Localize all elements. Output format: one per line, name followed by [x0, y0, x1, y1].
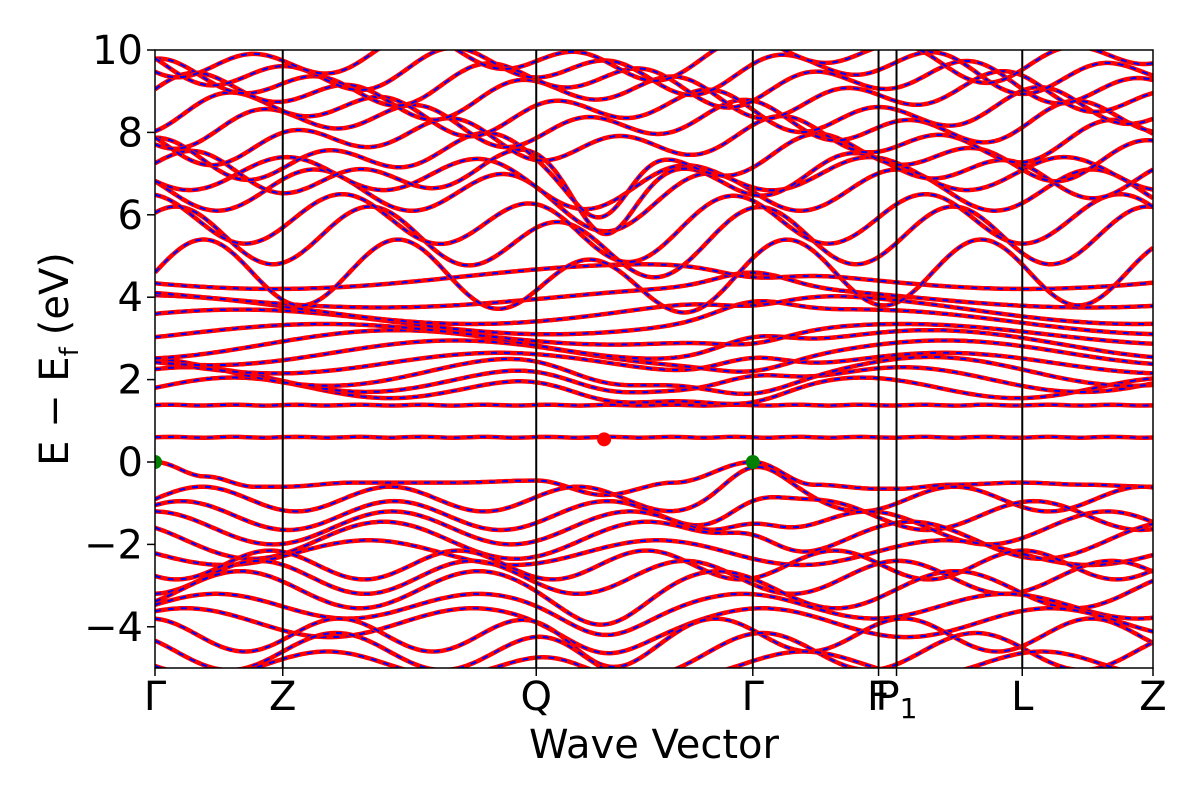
y-tick-label: −2 [84, 522, 143, 568]
y-tick-label: −4 [84, 605, 143, 651]
band-line-dft [155, 338, 1153, 374]
band-line-wannier [155, 539, 1153, 566]
band-line-wannier [155, 323, 1153, 346]
band-line-dft [155, 364, 1153, 395]
band-line-wannier [155, 460, 1153, 497]
band-line-wannier [155, 205, 1153, 279]
band-line-wannier [155, 168, 1153, 233]
x-tick-label: Γ [144, 674, 167, 720]
x-tick-label: Z [1139, 674, 1166, 720]
band-line-dft [155, 327, 1153, 361]
band-line-wannier [155, 263, 1153, 290]
band-line-wannier [155, 148, 1153, 236]
y-tick-label: 0 [118, 440, 143, 486]
band-line-wannier [155, 466, 1153, 513]
x-tick-label: Γ [742, 674, 765, 720]
band-line-wannier [155, 294, 1153, 325]
plot-frame [154, 49, 1154, 669]
x-tick-label: Q [520, 674, 551, 720]
cbm-marker [597, 432, 612, 447]
band-line-wannier [155, 650, 1118, 668]
x-tick-label: F [867, 674, 890, 720]
y-tick-label: 10 [92, 28, 143, 74]
y-tick-label: 2 [118, 358, 143, 404]
x-tick-label: Z [269, 674, 296, 720]
y-ticks: −4 −2 0 2 4 6 8 10 [84, 28, 155, 651]
bands-layer [155, 50, 1153, 668]
band-line-wannier [155, 549, 1153, 581]
band-line-wannier [155, 496, 1153, 532]
band-line-dft [155, 558, 1153, 597]
vbm-marker [745, 455, 760, 469]
band-line-wannier [155, 86, 1153, 138]
band-line-wannier [155, 435, 1153, 439]
vbm-marker [155, 455, 162, 469]
extrema-markers [155, 432, 760, 469]
y-axis-label: E − Ef (eV) [32, 252, 85, 466]
band-line-wannier [155, 193, 1153, 263]
band-line-wannier [155, 351, 1153, 375]
band-line-dft [155, 154, 1153, 212]
y-tick-label: 6 [118, 193, 143, 239]
y-tick-label: 4 [118, 275, 143, 321]
band-line-wannier [155, 238, 1153, 314]
band-line-wannier [155, 271, 1153, 309]
band-line-wannier [155, 355, 1153, 395]
band-line-wannier [155, 403, 1153, 407]
y-axis-label-main: E − E [32, 356, 78, 466]
kpoint-lines [281, 50, 1024, 668]
x-tick-label: P1 [876, 674, 918, 725]
band-line-wannier [155, 114, 1153, 167]
band-line-wannier [155, 520, 1153, 560]
y-axis-label-subscript: f [55, 346, 85, 356]
band-line-wannier [155, 98, 1153, 150]
band-line-dft [155, 568, 1153, 627]
x-ticks: Γ Z Q Γ FP1 L Z [144, 668, 1167, 725]
band-line-dft [155, 616, 1153, 668]
y-axis-label-units: (eV) [32, 252, 78, 335]
band-line-wannier [155, 510, 1153, 546]
x-tick-label: L [1011, 674, 1034, 720]
y-tick-label: 8 [118, 110, 143, 156]
band-line-dft [155, 630, 1153, 668]
x-axis-label: Wave Vector [529, 722, 780, 768]
band-line-wannier [155, 592, 1153, 636]
band-line-wannier [155, 300, 1153, 336]
band-line-wannier [155, 57, 1153, 109]
band-line-wannier [155, 50, 1153, 84]
